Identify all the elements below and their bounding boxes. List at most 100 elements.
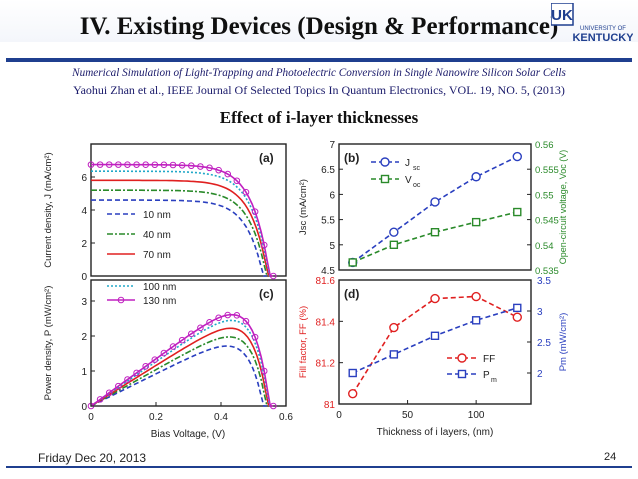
panel-b-ytick-label-0: 4.5 xyxy=(321,266,335,277)
panel-b-legend-sub-1: oc xyxy=(413,182,421,189)
panel-b-y2tick-label-2: 0.545 xyxy=(535,216,559,227)
panel-d-xtick-label-2: 100 xyxy=(468,410,485,421)
panel-a-marker xyxy=(151,161,159,169)
panel-b-frame xyxy=(338,143,532,271)
panel-c-marker xyxy=(224,311,232,319)
panel-c-marker xyxy=(187,330,195,338)
panel-d-legend-marker-0 xyxy=(457,353,467,363)
panel-d-point xyxy=(430,293,440,304)
panel-b-legend-marker-1 xyxy=(380,174,390,184)
panel-d-point xyxy=(389,322,399,333)
panel-d-legend-label-0: FF xyxy=(483,354,495,365)
panel-a-legend-label-1: 40 nm xyxy=(143,230,171,241)
panel-a-ylabel: Current density, J (mA/cm²) xyxy=(43,152,54,267)
panel-a-marker xyxy=(142,161,149,168)
panel-d-point xyxy=(348,388,358,399)
panel-b-point xyxy=(389,227,399,237)
panel-a-marker xyxy=(197,163,204,170)
footer-rule xyxy=(6,466,632,468)
panel-b-label: (b) xyxy=(344,151,359,165)
panel-a-legend-label-2: 70 nm xyxy=(143,250,171,261)
panel-c-ytick-label-3: 3 xyxy=(81,297,87,308)
panel-a-marker xyxy=(242,188,250,196)
panel-b-ytick-label-4: 6.5 xyxy=(321,165,335,176)
panel-b-point xyxy=(513,207,522,217)
panel-c-legend-marker-1 xyxy=(117,296,125,304)
panel-b-point xyxy=(430,227,440,237)
panel-b-legend-label-0: J xyxy=(405,158,410,169)
panel-c-marker xyxy=(233,312,241,319)
panel-b-ytick-label-2: 5.5 xyxy=(321,216,335,227)
panel-c-ytick-label-2: 2 xyxy=(81,332,87,343)
panel-d-point xyxy=(471,291,481,302)
panel-a-marker xyxy=(260,241,268,249)
panel-b-y2tick-label-1: 0.54 xyxy=(535,241,554,252)
panel-c-marker xyxy=(142,362,149,370)
panel-c-marker xyxy=(215,314,222,322)
panel-d-point xyxy=(430,331,440,341)
panel-a-marker xyxy=(96,161,104,168)
panel-d-ytick-label-1: 81.2 xyxy=(316,359,336,370)
figure-background xyxy=(35,132,573,442)
panel-c-marker xyxy=(178,336,186,344)
panel-d-xtick-label-0: 0 xyxy=(336,410,342,421)
university-logo: UK UNIVERSITY OF KENTUCKY xyxy=(551,3,633,44)
panel-d-xlabel: Thickness of i layers, (nm) xyxy=(377,427,494,438)
panel-c-marker xyxy=(270,402,277,410)
panel-c-marker xyxy=(242,317,250,325)
panel-b-point xyxy=(389,240,399,250)
panel-d-ytick-label-2: 81.4 xyxy=(316,317,336,328)
panel-a-marker xyxy=(115,161,122,168)
panel-d-y2tick-label-0: 2 xyxy=(537,369,543,380)
panel-c-marker xyxy=(115,382,122,390)
panel-d-point xyxy=(512,312,522,322)
panel-d-ylabel: Fill factor, FF (%) xyxy=(298,306,309,378)
panel-a-marker xyxy=(105,161,113,168)
panel-c-marker xyxy=(206,319,213,326)
logo-line2: KENTUCKY xyxy=(572,32,633,44)
panel-a-marker xyxy=(251,208,259,216)
panel-a-curve-1 xyxy=(91,189,270,277)
panel-c-legend-label-0: 100 nm xyxy=(143,282,176,293)
panel-b-ytick-label-5: 7 xyxy=(329,140,335,151)
panel-d-y2tick-label-1: 2.5 xyxy=(537,338,551,349)
panel-c-marker xyxy=(96,396,104,403)
panel-d-ytick-label-0: 81 xyxy=(324,400,336,411)
reference-citation: Yaohui Zhan et al., IEEE Journal Of Sele… xyxy=(73,83,565,97)
panel-c-ylabel: Power density, P (mW/cm²) xyxy=(43,286,54,401)
panel-c-label: (c) xyxy=(259,287,274,301)
panel-a-marker xyxy=(187,162,195,170)
panel-c-marker xyxy=(105,389,113,397)
panel-c-legend-label-1: 130 nm xyxy=(143,296,176,307)
panel-c-marker xyxy=(169,343,177,350)
panel-b-ylabel: Jsc (mA/cm²) xyxy=(298,179,309,235)
panel-d-legend-marker-1 xyxy=(457,369,467,379)
logo-monogram-box xyxy=(551,3,574,26)
title-underline xyxy=(6,58,632,62)
slide-date: Friday Dec 20, 2013 xyxy=(38,451,147,465)
panel-a-label: (a) xyxy=(259,151,274,165)
panel-d-legend-label-1: P xyxy=(483,370,490,381)
panel-c-xtick-label-1: 0.2 xyxy=(149,412,163,423)
panel-c-marker xyxy=(151,356,159,363)
page-number: 24 xyxy=(604,451,617,463)
panel-a-ytick-label-2: 4 xyxy=(81,206,87,217)
panel-c-ytick-label-1: 1 xyxy=(81,367,87,378)
panel-a-marker xyxy=(87,161,95,168)
panel-b-legend-sub-0: sc xyxy=(413,165,421,172)
panel-a-legend-label-0: 10 nm xyxy=(143,210,171,221)
panel-b-point xyxy=(471,172,481,182)
panel-b-point xyxy=(512,151,522,162)
panel-b-y2label: Open-circuit voltage, Voc (V) xyxy=(558,150,568,265)
panel-d-xtick-label-1: 50 xyxy=(402,410,414,421)
panel-d-y2label: Pm (mW/cm²) xyxy=(558,313,569,372)
panel-b-y2tick-label-3: 0.55 xyxy=(535,190,554,201)
panel-a-marker xyxy=(169,161,177,169)
panel-a-marker xyxy=(160,161,168,169)
panel-b-y2tick-label-5: 0.56 xyxy=(535,140,554,151)
panel-c-xtick-label-3: 0.6 xyxy=(279,412,293,423)
panel-a-marker xyxy=(178,161,186,169)
panel-a-curve-3 xyxy=(91,170,273,277)
panel-b-series-0 xyxy=(352,155,518,264)
panel-a-marker xyxy=(270,272,277,280)
